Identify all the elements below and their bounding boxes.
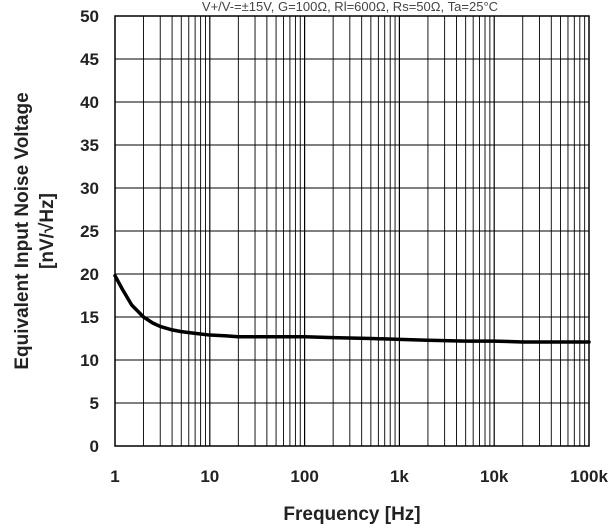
y-tick-label: 40 [80,93,99,112]
y-tick-label: 30 [80,179,99,198]
series-layer [113,273,591,344]
x-axis-title: Frequency [Hz] [283,504,420,525]
x-tick-label: 10k [480,467,509,486]
x-tick-label: 1k [390,467,409,486]
y-tick-label: 45 [80,50,99,69]
y-tick-label: 50 [80,7,99,26]
y-tick-label: 5 [90,394,99,413]
y-tick-label: 0 [90,437,99,456]
y-tick-label: 20 [80,265,99,284]
y-axis-unit: [nV/√Hz] [37,193,58,269]
noise-curve [113,273,591,344]
x-tick-labels: 1 10 100 1k 10k 100k [110,467,608,486]
grid [115,16,589,446]
y-tick-label: 25 [80,222,99,241]
x-tick-label: 1 [110,467,119,486]
y-axis-title: Equivalent Input Noise Voltage [12,92,33,369]
y-tick-labels: 0 5 10 15 20 25 30 35 40 45 50 [80,7,99,456]
x-tick-label: 100 [290,467,318,486]
y-tick-label: 35 [80,136,99,155]
x-tick-label: 100k [570,467,608,486]
plot-frame [114,15,590,447]
top-note: V+/V-=±15V, G=100Ω, Rl=600Ω, Rs=50Ω, Ta=… [202,0,498,14]
y-tick-label: 15 [80,308,99,327]
x-tick-label: 10 [200,467,219,486]
y-tick-label: 10 [80,351,99,370]
